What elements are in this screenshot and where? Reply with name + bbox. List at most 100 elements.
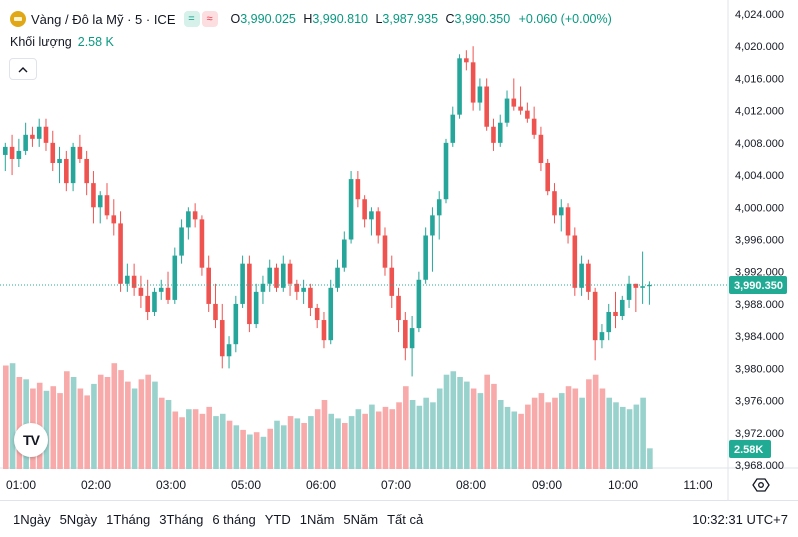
volume-bar [552, 397, 558, 469]
close-label: C [445, 12, 455, 26]
last-price-tag [729, 276, 787, 295]
price-tick-label: 3,980.000 [735, 363, 784, 375]
volume-bar [199, 413, 206, 469]
volume-bar [172, 411, 179, 469]
candle-body [613, 311, 618, 317]
time-tick-label: 09:00 [532, 478, 562, 492]
delayed-data-badge[interactable]: ≈ [201, 11, 218, 27]
volume-bar [287, 416, 294, 469]
candle-body [626, 283, 632, 300]
candle-body [226, 344, 232, 357]
volume-bar [430, 402, 436, 469]
volume-tag-label: 2.58K [734, 444, 763, 456]
volume-bar [118, 370, 124, 469]
volume-bar [97, 374, 104, 469]
volume-bar [84, 395, 90, 469]
volume-bar [3, 365, 9, 469]
volume-bar [525, 404, 531, 469]
volume-bar [457, 377, 463, 469]
last-price-label: 3,990.350 [734, 280, 783, 292]
volume-legend: Khối lượng 2.58 K [10, 35, 114, 49]
volume-bar [436, 388, 443, 469]
range-button[interactable]: 5Năm [343, 512, 379, 527]
candle-body [287, 263, 293, 284]
volume-bar [619, 406, 626, 469]
volume-label[interactable]: Khối lượng [10, 35, 72, 49]
candle-body [457, 58, 462, 115]
volume-bar [253, 432, 260, 469]
collapse-legend-button[interactable] [9, 58, 37, 80]
volume-bar [565, 386, 572, 469]
candle-body [199, 219, 205, 268]
candle-body [443, 142, 449, 200]
candle-body [355, 179, 361, 200]
candle-body [247, 263, 252, 325]
volume-bar [640, 397, 646, 469]
volume-bar [626, 409, 633, 469]
candle-body [213, 303, 218, 321]
candle-body [464, 58, 469, 63]
range-button[interactable]: 3Tháng [159, 512, 204, 527]
gold-coin-icon [10, 11, 26, 27]
candle-body [382, 235, 388, 268]
symbol-title[interactable]: Vàng / Đô la Mỹ · 5 · ICE [31, 11, 176, 27]
volume-bar [409, 400, 416, 469]
range-button[interactable]: 6 tháng [212, 512, 256, 527]
range-button[interactable]: Tất cả [387, 512, 424, 527]
price-tick-label: 3,996.000 [735, 235, 784, 247]
time-tick-label: 08:00 [456, 478, 486, 492]
candle-body [518, 106, 523, 111]
tradingview-logo[interactable]: TV [14, 423, 48, 457]
axis-settings-icon[interactable] [752, 477, 770, 493]
time-tick-label: 06:00 [306, 478, 336, 492]
time-tick-label: 03:00 [156, 478, 186, 492]
candle-body [165, 287, 171, 300]
volume-bar [70, 377, 77, 469]
volume-bar [192, 409, 199, 469]
volume-bar [335, 418, 341, 469]
candle-body [57, 158, 62, 163]
volume-bar [586, 379, 592, 469]
candle-body [70, 146, 76, 184]
candle-body [348, 179, 354, 240]
time-tick-label: 07:00 [381, 478, 411, 492]
candle-body [158, 287, 164, 292]
range-button[interactable]: 1Năm [299, 512, 335, 527]
candle-body [416, 279, 422, 329]
volume-bar [396, 402, 402, 469]
volume-bar [125, 381, 131, 469]
candle-body [192, 211, 198, 220]
volume-bar [219, 413, 226, 469]
candle-body [470, 62, 476, 103]
candle-body [77, 146, 83, 159]
candle-body [3, 146, 8, 155]
range-button[interactable]: YTD [264, 512, 291, 527]
market-open-badge[interactable]: = [183, 11, 200, 27]
candle-body [294, 283, 300, 292]
clock-timezone[interactable]: 10:32:31 UTC+7 [692, 512, 788, 527]
range-button[interactable]: 1Ngày [13, 512, 51, 527]
volume-bar [375, 411, 382, 469]
time-tick-label: 02:00 [81, 478, 111, 492]
range-button[interactable]: 1Tháng [106, 512, 151, 527]
candle-body [430, 215, 435, 236]
candle-body [233, 303, 239, 345]
range-button[interactable]: 5Ngày [59, 512, 98, 527]
candle-body [186, 211, 191, 228]
candle-body [403, 320, 408, 349]
price-tick-label: 3,976.000 [735, 396, 784, 408]
volume-bar [477, 393, 484, 469]
volume-bar [145, 374, 151, 469]
candle-body [619, 299, 625, 317]
candle-body [545, 162, 550, 192]
volume-bar [138, 379, 145, 469]
volume-bar [497, 400, 504, 469]
volume-bar [43, 390, 50, 469]
candle-body [219, 320, 225, 357]
candle-body [647, 285, 652, 287]
candle-body [23, 134, 28, 151]
volume-bar [355, 409, 362, 469]
price-tick-label: 4,016.000 [735, 73, 784, 85]
candle-body [111, 215, 117, 224]
